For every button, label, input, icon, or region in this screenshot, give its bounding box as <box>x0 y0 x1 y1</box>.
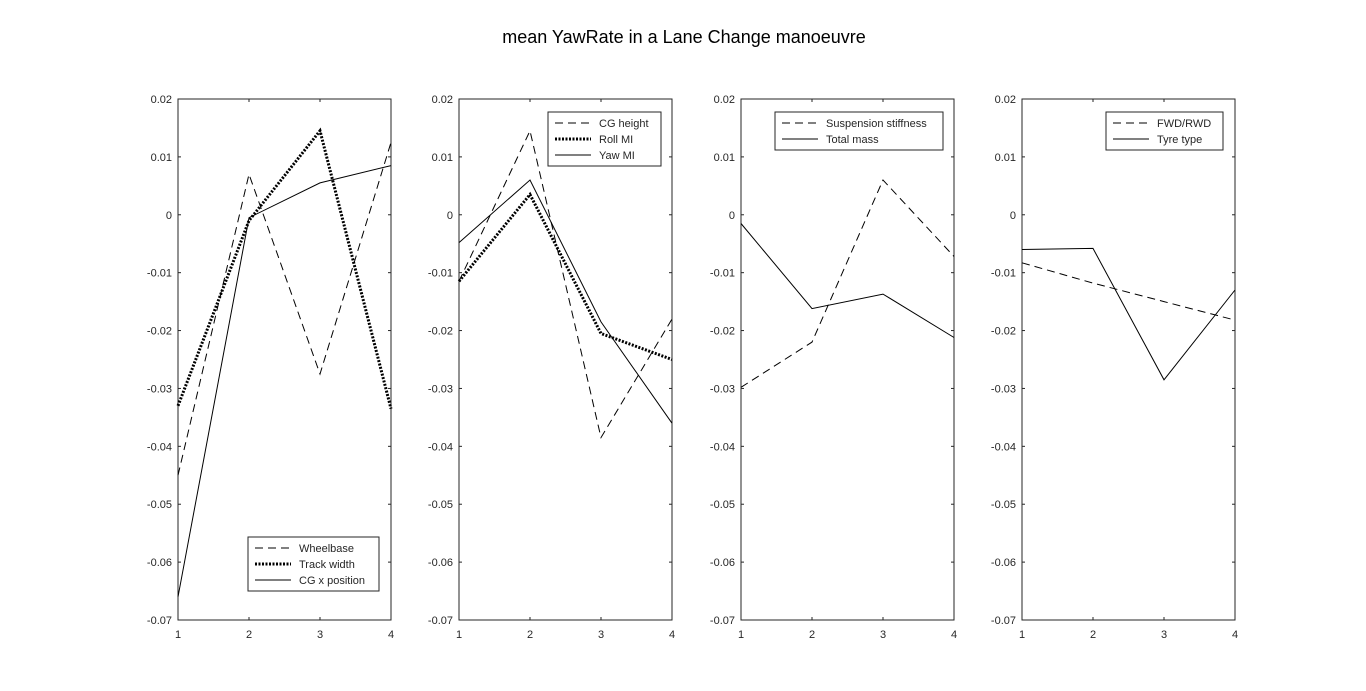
y-tick-label: -0.02 <box>147 326 172 338</box>
y-tick-label: -0.06 <box>147 557 172 569</box>
y-tick-label: 0.02 <box>995 94 1016 106</box>
x-tick-label: 2 <box>527 629 533 641</box>
series-line-3 <box>458 179 673 424</box>
series-line-1 <box>177 142 392 476</box>
subplot-2: -0.07 -0.06 -0.05 -0.04 -0.03 -0.02 -0.01 0 0.01… <box>428 94 675 641</box>
y-tick-label: 0.02 <box>432 94 453 106</box>
legend: FWD/RWD Tyre type <box>1105 111 1224 151</box>
series-line-2 <box>176 127 393 410</box>
legend-label: Roll MI <box>599 134 633 146</box>
legend: CG height Roll MI Yaw MI <box>547 111 662 167</box>
x-tick-label: 4 <box>669 629 675 641</box>
y-tick-label: 0 <box>1010 210 1016 222</box>
y-tick-label: -0.07 <box>991 615 1016 627</box>
series-line-1 <box>458 129 673 439</box>
y-tick-label: -0.06 <box>710 557 735 569</box>
y-tick-label: -0.05 <box>147 499 172 511</box>
axes-box <box>177 98 392 621</box>
axes-box <box>458 98 673 621</box>
y-tick-label: 0 <box>447 210 453 222</box>
y-tick-label: 0.01 <box>151 152 172 164</box>
legend-label: Tyre type <box>1157 134 1202 146</box>
legend: Wheelbase Track width CG x position <box>247 536 380 592</box>
y-tick-label: -0.05 <box>428 499 453 511</box>
y-tick-label: 0.01 <box>432 152 453 164</box>
x-tick-label: 4 <box>388 629 394 641</box>
y-tick-label: -0.03 <box>710 383 735 395</box>
x-tick-label: 3 <box>880 629 886 641</box>
x-tick-label: 3 <box>598 629 604 641</box>
subplot-1: -0.07 -0.06 -0.05 -0.04 -0.03 -0.02 -0.01 0 0.01… <box>147 94 394 641</box>
y-tick-label: 0 <box>729 210 735 222</box>
x-tick-label: 2 <box>809 629 815 641</box>
y-tick-label: -0.03 <box>428 383 453 395</box>
x-tick-label: 3 <box>317 629 323 641</box>
subplot-4: -0.07 -0.06 -0.05 -0.04 -0.03 -0.02 -0.01 0 0.01… <box>991 94 1238 641</box>
x-tick-label: 1 <box>456 629 462 641</box>
x-tick-label: 2 <box>246 629 252 641</box>
x-tick-label: 1 <box>1019 629 1025 641</box>
axes-box <box>1021 98 1236 621</box>
series-line-1 <box>1021 262 1236 321</box>
y-tick-label: -0.06 <box>991 557 1016 569</box>
x-tick-label: 2 <box>1090 629 1096 641</box>
y-tick-label: -0.07 <box>710 615 735 627</box>
legend-box <box>1105 111 1224 151</box>
x-tick-label: 1 <box>175 629 181 641</box>
y-tick-label: 0 <box>166 210 172 222</box>
y-tick-label: -0.04 <box>710 441 735 453</box>
legend-label: FWD/RWD <box>1157 118 1211 130</box>
x-tick-label: 4 <box>1232 629 1238 641</box>
series-line-2 <box>1021 247 1236 381</box>
y-tick-label: -0.04 <box>428 441 453 453</box>
legend-label: Wheelbase <box>299 543 354 555</box>
legend-label: CG height <box>599 118 649 130</box>
y-tick-label: -0.07 <box>147 615 172 627</box>
y-tick-label: -0.03 <box>991 383 1016 395</box>
figure-title: mean YawRate in a Lane Change manoeuvre <box>502 27 866 47</box>
series-line-2 <box>740 223 955 338</box>
y-tick-label: -0.07 <box>428 615 453 627</box>
y-tick-label: 0.02 <box>714 94 735 106</box>
legend-label: CG x position <box>299 575 365 587</box>
y-tick-label: 0.01 <box>714 152 735 164</box>
y-tick-label: -0.02 <box>710 326 735 338</box>
legend-box <box>774 111 944 151</box>
series-line-3 <box>177 165 392 597</box>
y-tick-label: -0.04 <box>147 441 172 453</box>
y-tick-label: -0.01 <box>428 268 453 280</box>
y-tick-label: -0.01 <box>147 268 172 280</box>
series-line-1 <box>740 179 955 388</box>
y-tick-label: 0.02 <box>151 94 172 106</box>
legend-label: Total mass <box>826 134 879 146</box>
subplots: -0.07 -0.06 -0.05 -0.04 -0.03 -0.02 -0.01 0 0.01… <box>147 94 1238 641</box>
y-tick-label: -0.05 <box>710 499 735 511</box>
legend-label: Track width <box>299 559 355 571</box>
series-line-2 <box>457 191 673 361</box>
legend-label: Yaw MI <box>599 150 635 162</box>
y-tick-label: -0.04 <box>991 441 1016 453</box>
y-tick-label: -0.02 <box>991 326 1016 338</box>
y-tick-label: -0.06 <box>428 557 453 569</box>
axes-box <box>740 98 955 621</box>
y-tick-label: -0.02 <box>428 326 453 338</box>
legend-label: Suspension stiffness <box>826 118 927 130</box>
y-tick-label: -0.05 <box>991 499 1016 511</box>
y-tick-label: -0.01 <box>991 268 1016 280</box>
x-tick-label: 4 <box>951 629 957 641</box>
x-tick-label: 1 <box>738 629 744 641</box>
y-tick-label: -0.01 <box>710 268 735 280</box>
subplot-3: -0.07 -0.06 -0.05 -0.04 -0.03 -0.02 -0.01 0 0.01… <box>710 94 957 641</box>
x-tick-label: 3 <box>1161 629 1167 641</box>
legend: Suspension stiffness Total mass <box>774 111 944 151</box>
y-tick-label: 0.01 <box>995 152 1016 164</box>
y-tick-label: -0.03 <box>147 383 172 395</box>
